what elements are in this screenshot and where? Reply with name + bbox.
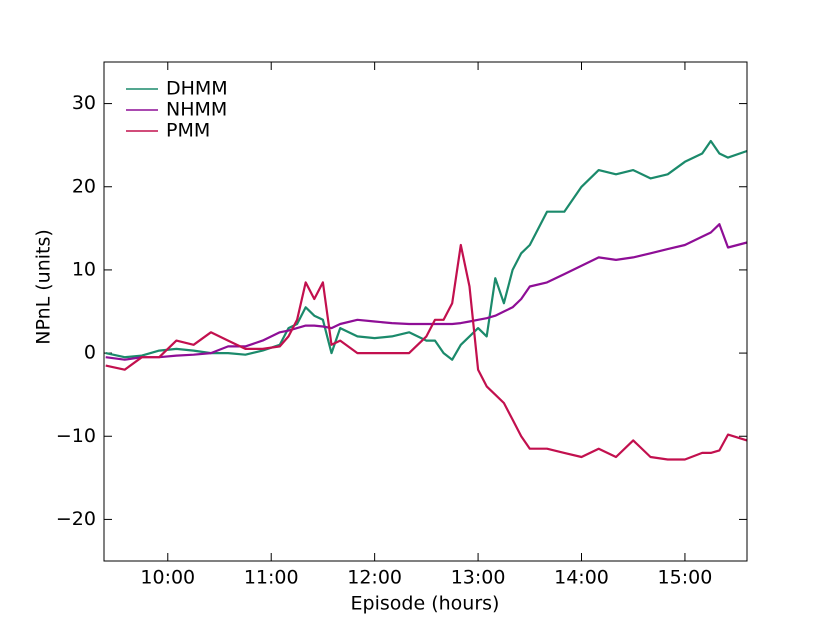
y-tick-label: 30 [72, 92, 96, 114]
x-axis-label: Episode (hours) [351, 593, 500, 615]
x-tick-label: 13:00 [451, 567, 506, 589]
x-tick-label: 12:00 [347, 567, 402, 589]
data-line [105, 223, 748, 361]
y-tick-label: −10 [56, 425, 96, 447]
legend-label: PMM [166, 120, 210, 142]
y-tick-label: 0 [84, 342, 96, 364]
data-line [105, 243, 748, 461]
data-line [105, 139, 748, 361]
legend-label: NHMM [166, 99, 227, 121]
x-tick-label: 15:00 [658, 567, 713, 589]
x-tick-label: 14:00 [554, 567, 609, 589]
x-tick-label: 10:00 [140, 567, 195, 589]
y-axis-label: NPnL (units) [33, 229, 55, 345]
y-tick-label: −20 [56, 508, 96, 530]
y-tick-label: 20 [72, 175, 96, 197]
legend-label: DHMM [166, 78, 228, 100]
plot-frame [103, 61, 748, 562]
y-tick-label: 10 [72, 258, 96, 280]
x-tick-label: 11:00 [244, 567, 299, 589]
